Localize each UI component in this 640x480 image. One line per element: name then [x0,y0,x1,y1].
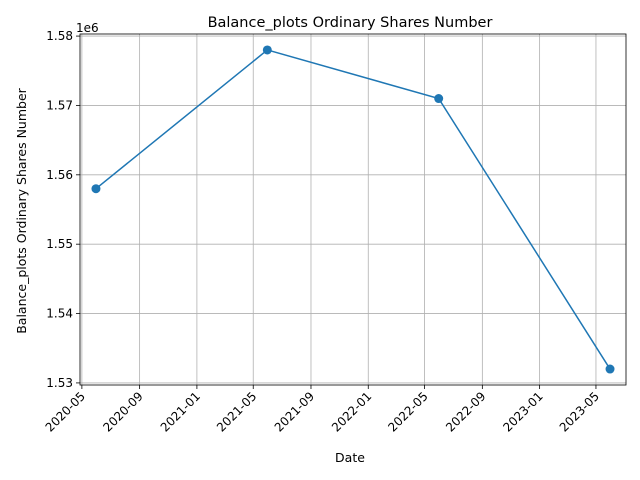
y-axis-ticks: 1.53 1.54 1.55 1.56 1.57 1.58 [46,29,80,390]
data-point [605,364,615,374]
plot-frame [79,33,627,386]
y-tick-label: 1.57 [46,98,73,112]
data-point [434,94,444,104]
y-tick-label: 1.54 [46,307,73,321]
y-tick-label: 1.56 [46,168,73,182]
y-axis-label: Balance_plots Ordinary Shares Number [14,87,29,333]
y-tick-label: 1.53 [46,376,73,390]
y-tick-label: 1.58 [46,29,73,43]
x-axis-label: Date [335,450,365,465]
series [91,45,615,374]
grid [80,34,626,385]
y-tick-label: 1.55 [46,237,73,251]
series-line [95,49,611,370]
chart-title: Balance_plots Ordinary Shares Number [208,15,493,31]
data-point [91,184,101,194]
data-point [262,45,272,55]
y-axis-offset-label: 1e6 [76,21,99,35]
